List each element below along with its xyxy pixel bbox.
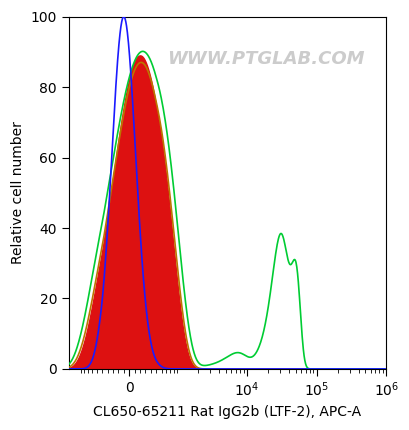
X-axis label: CL650-65211 Rat IgG2b (LTF-2), APC-A: CL650-65211 Rat IgG2b (LTF-2), APC-A [93, 405, 361, 419]
Text: WWW.PTGLAB.COM: WWW.PTGLAB.COM [166, 50, 364, 68]
Y-axis label: Relative cell number: Relative cell number [11, 121, 25, 264]
